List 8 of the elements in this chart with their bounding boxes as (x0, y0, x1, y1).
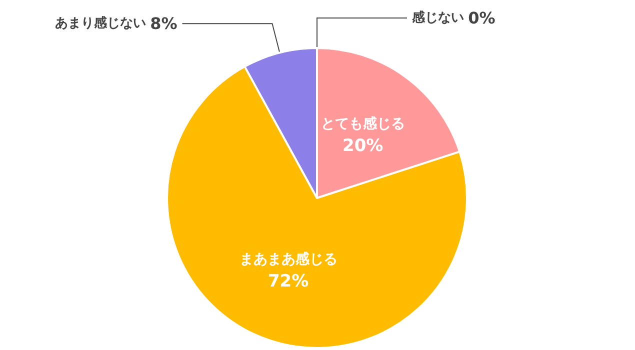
data-label: 72% (268, 272, 309, 292)
data-label: 20% (342, 136, 384, 156)
text: 0% (468, 8, 496, 28)
data-label: 8% (150, 14, 178, 34)
slice-label: とても感じる (320, 116, 405, 132)
category-label: 感じない (412, 10, 464, 26)
slice-label: あまり感じない (54, 15, 146, 32)
slice-label: まあまあ感じる (239, 252, 338, 268)
